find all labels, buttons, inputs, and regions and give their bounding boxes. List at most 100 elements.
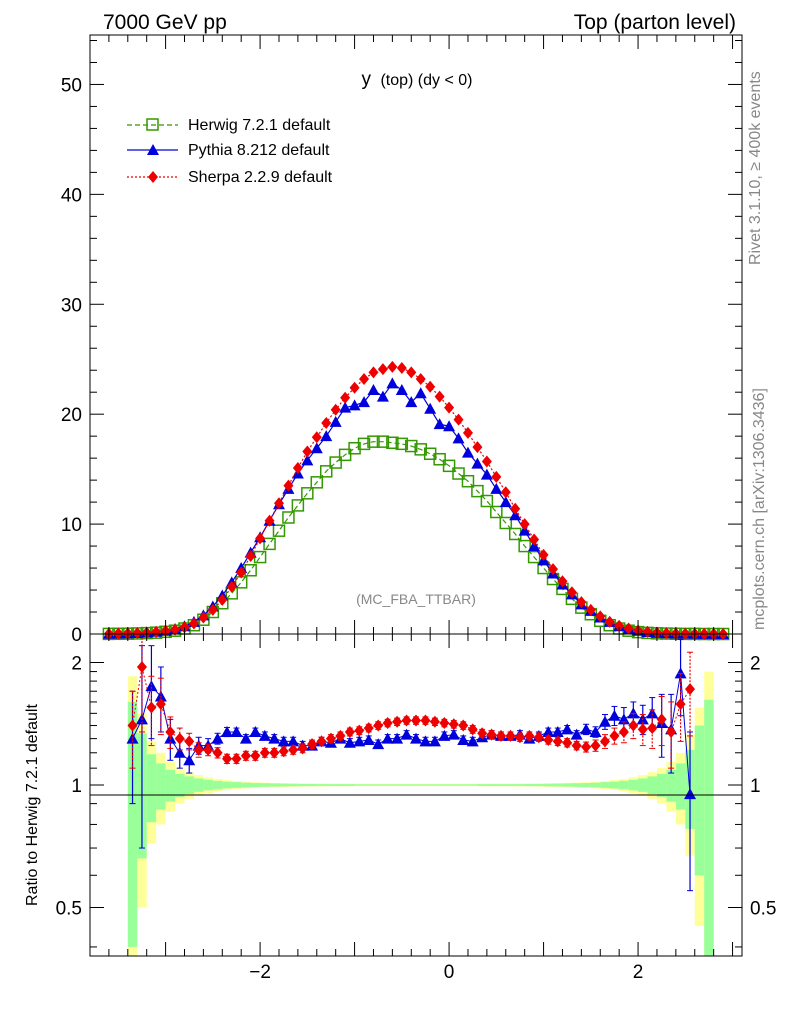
ratio-data-point <box>354 724 365 737</box>
ratio-data-point <box>514 731 525 744</box>
main-data-point <box>395 437 409 451</box>
ratio-band-inner <box>241 782 251 788</box>
ratio-data-point <box>277 735 290 747</box>
ratio-data-point <box>316 735 327 748</box>
ratio-data-point <box>411 714 421 727</box>
ratio-band-inner <box>364 784 374 786</box>
main-data-point <box>405 439 418 453</box>
main-data-point <box>527 550 541 564</box>
ratio-data-point <box>628 719 639 732</box>
ratio-band-inner <box>647 776 657 795</box>
ratio-data-point <box>570 728 583 740</box>
ratio-band-inner <box>165 769 176 802</box>
main-data-point <box>339 401 352 413</box>
main-plot-panel: 0 10 20 30 40 50 y (top) (dy < 0) (MC_FBA_TTB… <box>61 34 743 646</box>
ratio-band-inner <box>524 783 535 787</box>
ratio-band-inner <box>505 784 516 786</box>
ratio-data-point <box>438 729 451 741</box>
ratio-band-inner <box>477 784 487 786</box>
ratio-data-point <box>391 732 404 744</box>
ratio-data-point <box>335 729 346 742</box>
ratio-axes: 0.5 0.5 1 1 2 2 −2 0 2 <box>56 634 776 983</box>
ratio-data-point <box>571 739 582 752</box>
main-data-point <box>349 381 360 394</box>
main-data-point <box>348 399 361 411</box>
ratio-data-point <box>599 735 610 748</box>
main-y-tick-label: 0 <box>71 625 82 646</box>
ratio-band-inner <box>316 784 327 786</box>
ratio-data-point <box>542 725 555 737</box>
legend-marker-herwig <box>146 118 159 131</box>
main-data-point <box>424 402 437 414</box>
ratio-band-inner <box>354 784 365 786</box>
main-y-tick-label: 40 <box>61 185 82 206</box>
main-data-point <box>452 467 465 480</box>
ratio-data-point <box>193 743 204 756</box>
main-data-point <box>348 442 361 455</box>
ratio-data-point <box>297 742 308 755</box>
main-data-point <box>226 580 237 593</box>
main-data-point <box>358 396 371 408</box>
main-data-point <box>302 445 313 458</box>
main-data-point <box>338 448 352 462</box>
ratio-data-point <box>127 719 138 732</box>
legend-label-pythia: Pythia 8.212 default <box>188 142 330 159</box>
main-series-layer <box>102 360 730 641</box>
ratio-data-point <box>222 752 233 765</box>
ratio-data-point <box>496 729 507 742</box>
main-data-point <box>442 459 456 473</box>
ratio-data-point <box>637 723 648 736</box>
legend-marker-sherpa <box>148 171 158 183</box>
main-series-0 <box>102 435 730 641</box>
main-data-point <box>642 625 653 638</box>
main-data-point <box>500 486 511 499</box>
main-data-point <box>461 446 474 458</box>
main-data-point <box>386 436 399 450</box>
main-data-point <box>357 437 371 451</box>
main-data-point <box>623 622 634 635</box>
main-data-point <box>499 516 513 530</box>
main-data-point <box>207 603 218 616</box>
ratio-band-inner <box>694 725 705 876</box>
ratio-data-point <box>401 714 412 727</box>
main-data-point <box>368 366 379 379</box>
ratio-data-point <box>447 728 460 740</box>
main-data-point <box>491 470 502 483</box>
ratio-data-point <box>533 731 544 744</box>
rivet-label: Rivet 3.1.10, ≥ 400k events <box>747 71 764 265</box>
ratio-data-point <box>211 732 224 744</box>
main-data-point <box>444 401 455 414</box>
main-data-point <box>292 462 303 475</box>
ratio-data-point <box>400 728 413 740</box>
ratio-data-point <box>552 735 563 748</box>
main-data-point <box>471 484 484 498</box>
ratio-plot-frame <box>89 633 743 957</box>
main-data-point <box>453 413 464 426</box>
ratio-band-inner <box>609 781 620 789</box>
main-data-point <box>329 456 342 469</box>
main-data-point <box>273 497 284 510</box>
ratio-band-inner <box>600 782 610 788</box>
main-data-point <box>529 533 540 546</box>
ratio-data-point <box>146 701 157 714</box>
ratio-data-point <box>231 752 242 765</box>
ratio-band-inner <box>675 763 686 810</box>
ratio-x-tick-label: 0 <box>444 962 455 983</box>
main-data-point <box>377 363 388 376</box>
main-data-point <box>330 403 341 416</box>
main-data-point <box>528 540 541 552</box>
ratio-band-inner <box>553 783 563 787</box>
ratio-data-point <box>288 743 299 756</box>
main-y-tick-label: 50 <box>61 75 82 96</box>
main-data-point <box>320 430 333 442</box>
ratio-band-inner <box>156 763 166 810</box>
ratio-data-point <box>221 725 234 737</box>
ratio-data-point <box>551 725 564 737</box>
main-data-point <box>415 373 426 386</box>
main-data-point <box>510 502 521 515</box>
ratio-data-point <box>618 725 629 738</box>
ratio-data-point <box>486 728 497 741</box>
ratio-series-layer <box>126 633 697 892</box>
ratio-band-inner <box>704 699 714 956</box>
ratio-data-point <box>307 738 318 751</box>
